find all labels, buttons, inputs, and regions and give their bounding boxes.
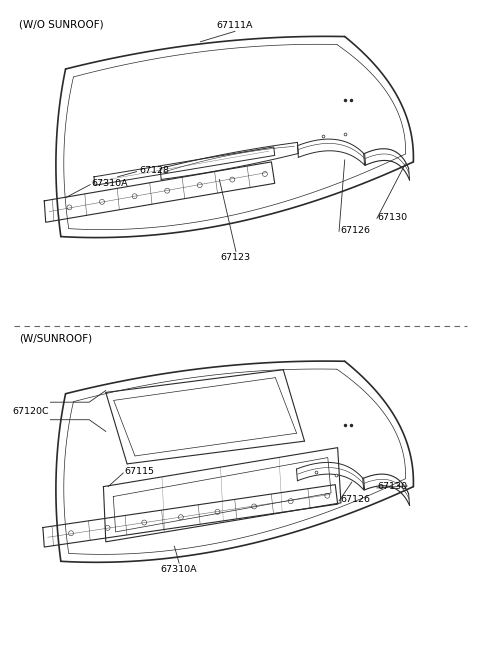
Text: (W/SUNROOF): (W/SUNROOF): [19, 334, 92, 344]
Text: 67130: 67130: [378, 213, 408, 221]
Text: 67126: 67126: [340, 225, 370, 234]
Text: (W/O SUNROOF): (W/O SUNROOF): [19, 19, 104, 29]
Text: 67310A: 67310A: [161, 565, 197, 574]
Text: 67310A: 67310A: [92, 179, 128, 188]
Text: 67128: 67128: [139, 166, 169, 175]
Text: 67126: 67126: [340, 495, 370, 504]
Text: 67123: 67123: [221, 253, 251, 262]
Text: 67130: 67130: [378, 482, 408, 491]
Text: 67111A: 67111A: [216, 21, 253, 30]
Text: 67115: 67115: [125, 467, 155, 476]
Text: 67120C: 67120C: [12, 407, 49, 417]
